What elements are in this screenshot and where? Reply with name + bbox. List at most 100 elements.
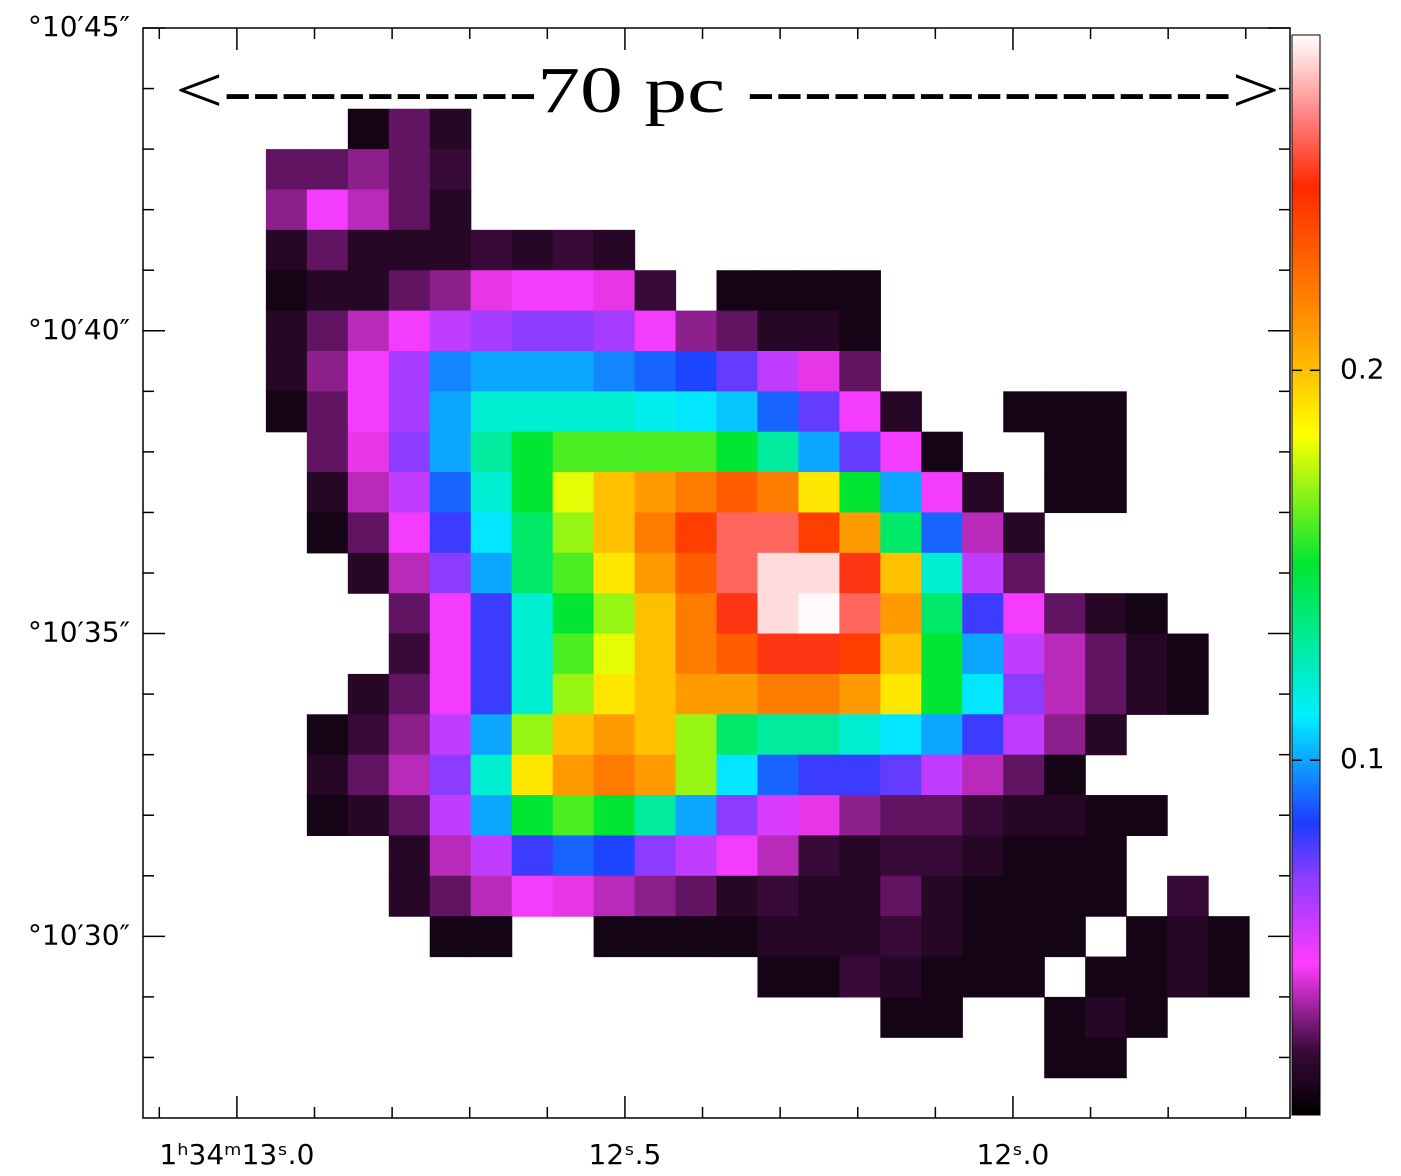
cell — [757, 553, 799, 594]
cell — [839, 553, 881, 594]
cell — [389, 593, 431, 634]
cell — [962, 512, 1004, 553]
cell — [798, 714, 840, 755]
cell — [880, 432, 922, 473]
cell — [635, 634, 677, 675]
cell — [921, 512, 963, 553]
cell — [594, 714, 636, 755]
cell — [389, 230, 431, 271]
cell — [594, 391, 636, 432]
cell — [512, 512, 554, 553]
cell — [757, 714, 799, 755]
cell — [757, 593, 799, 634]
cell — [266, 189, 308, 230]
cell — [1044, 1037, 1086, 1078]
cell — [717, 755, 759, 796]
cell — [594, 674, 636, 715]
cell — [430, 472, 472, 513]
cell — [1085, 634, 1127, 675]
cell — [471, 472, 513, 513]
cell — [676, 674, 718, 715]
cell — [594, 311, 636, 352]
cell — [389, 149, 431, 190]
cell — [1167, 674, 1209, 715]
cell — [676, 916, 718, 957]
cell — [1044, 835, 1086, 876]
cell — [1044, 916, 1086, 957]
cell — [717, 835, 759, 876]
cell — [839, 835, 881, 876]
cell — [798, 795, 840, 836]
cell — [921, 957, 963, 998]
cell — [1085, 876, 1127, 917]
cell — [635, 472, 677, 513]
cell — [635, 876, 677, 917]
cell — [962, 714, 1004, 755]
cell — [389, 472, 431, 513]
cell — [798, 916, 840, 957]
cell — [798, 472, 840, 513]
cell — [1003, 553, 1045, 594]
cell — [717, 674, 759, 715]
cell — [921, 714, 963, 755]
cell — [512, 391, 554, 432]
cell — [717, 916, 759, 957]
cell — [430, 311, 472, 352]
cell — [1085, 957, 1127, 998]
cell — [430, 674, 472, 715]
cell — [512, 351, 554, 392]
cell — [471, 795, 513, 836]
cell — [471, 311, 513, 352]
cell — [553, 755, 595, 796]
cell — [512, 432, 554, 473]
cell — [512, 714, 554, 755]
cell — [348, 674, 390, 715]
colorbar-tick-label: 0.2 — [1340, 352, 1385, 385]
cell — [635, 714, 677, 755]
cell — [839, 270, 881, 311]
cell — [430, 795, 472, 836]
cell — [962, 553, 1004, 594]
cell — [757, 957, 799, 998]
cell — [635, 311, 677, 352]
cell — [635, 916, 677, 957]
cell — [921, 755, 963, 796]
cell — [635, 674, 677, 715]
cell — [880, 391, 922, 432]
cell — [266, 149, 308, 190]
cell — [798, 593, 840, 634]
cell — [1167, 957, 1209, 998]
cell — [389, 391, 431, 432]
y-tick-label: °10′45″ — [28, 10, 130, 43]
cell — [1044, 876, 1086, 917]
cell — [553, 311, 595, 352]
cell — [880, 835, 922, 876]
cell — [430, 876, 472, 917]
cell — [389, 270, 431, 311]
cell — [880, 916, 922, 957]
cell — [1003, 795, 1045, 836]
cell — [676, 714, 718, 755]
cell — [1044, 432, 1086, 473]
chart: <-----------70 pc -----------------> 1ʰ3… — [0, 0, 1401, 1176]
cell — [798, 553, 840, 594]
cell — [1003, 714, 1045, 755]
cell — [553, 472, 595, 513]
cell — [348, 149, 390, 190]
cell — [880, 472, 922, 513]
y-tick-label: °10′40″ — [28, 313, 130, 346]
cell — [880, 512, 922, 553]
cell — [962, 472, 1004, 513]
cell — [348, 795, 390, 836]
cell — [757, 472, 799, 513]
cell — [389, 876, 431, 917]
cell — [757, 391, 799, 432]
cell — [553, 351, 595, 392]
cell — [1003, 755, 1045, 796]
cell — [839, 351, 881, 392]
cell — [962, 876, 1004, 917]
cell — [348, 391, 390, 432]
cell — [471, 714, 513, 755]
cell — [348, 189, 390, 230]
cell — [635, 593, 677, 634]
